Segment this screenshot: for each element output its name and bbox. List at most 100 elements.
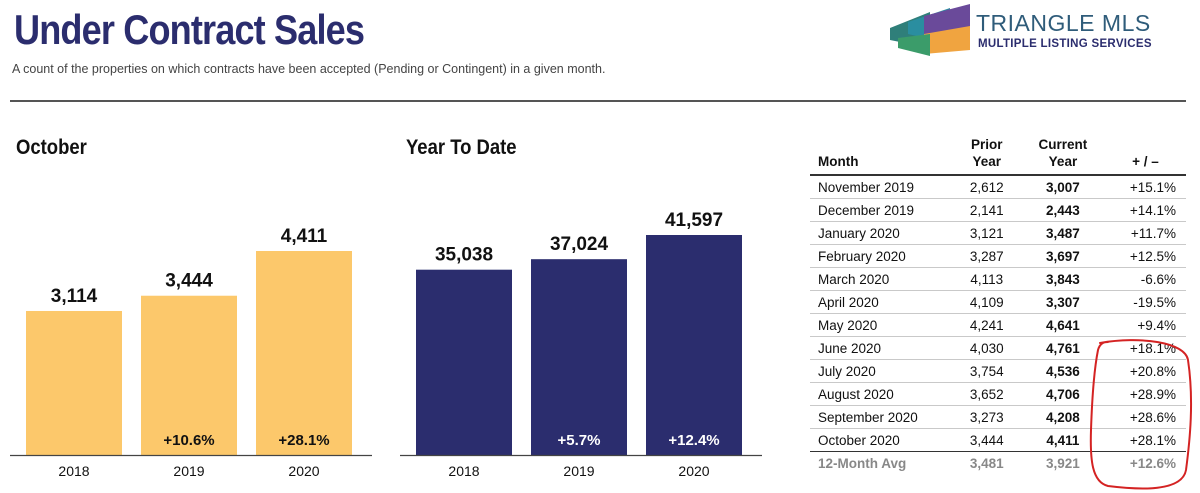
header-divider — [10, 100, 1186, 102]
october-bar-chart: 3,114 2018 3,444 +10.6% 2019 4,411 +28.1% 2020 — [10, 226, 372, 479]
ytd-tick-label: 2018 — [448, 463, 479, 479]
cell-current: 3,307 — [1020, 290, 1105, 314]
page-subtitle: A count of the properties on which contr… — [12, 62, 606, 76]
ytd-bar-chart: 35,038 2018 37,024 +5.7% 2019 41,597 +12.4% 202… — [400, 210, 762, 479]
october-value-label: 4,411 — [281, 226, 328, 247]
ytd-value-label: 41,597 — [665, 210, 723, 231]
ytd-tick-label: 2019 — [563, 463, 594, 479]
cell-current: 2,443 — [1020, 198, 1105, 222]
column-header-current: Current Year — [1038, 137, 1088, 169]
table-row: October 2020 3,444 4,411 +28.1% — [810, 428, 1186, 452]
cell-prior: 3,481 — [952, 451, 1021, 474]
cell-current: 4,536 — [1020, 359, 1105, 383]
cell-month: June 2020 — [810, 336, 953, 360]
triangle-mls-logo: TRIANGLE MLS MULTIPLE LISTING SERVICES — [890, 4, 1190, 62]
cell-current: 3,007 — [1020, 174, 1105, 199]
cell-month: 12-Month Avg — [810, 451, 953, 474]
logo-name: TRIANGLE MLS — [976, 10, 1151, 36]
cell-current: 3,487 — [1020, 221, 1105, 245]
october-bar-2018 — [26, 310, 122, 455]
table-row: May 2020 4,241 4,641 +9.4% — [810, 313, 1186, 337]
cell-prior: 4,109 — [952, 290, 1021, 314]
cell-prior: 4,241 — [952, 313, 1021, 337]
cell-current: 4,706 — [1020, 382, 1105, 406]
cell-prior: 2,141 — [952, 198, 1021, 222]
cell-change: +28.9% — [1104, 382, 1186, 406]
october-change-label: +10.6% — [163, 432, 214, 449]
summary-row: 12-Month Avg 3,481 3,921 +12.6% — [810, 451, 1186, 474]
cell-prior: 3,754 — [952, 359, 1021, 383]
cell-current: 4,641 — [1020, 313, 1105, 337]
column-header-month: Month — [818, 154, 859, 169]
ytd-chart-title: Year To Date — [406, 136, 517, 159]
cell-change: +18.1% — [1104, 336, 1186, 360]
table-row: August 2020 3,652 4,706 +28.9% — [810, 382, 1186, 406]
ytd-change-label: +5.7% — [558, 432, 601, 449]
table-row: February 2020 3,287 3,697 +12.5% — [810, 244, 1186, 268]
cell-current: 4,761 — [1020, 336, 1105, 360]
logo-mark-icon — [890, 4, 970, 56]
cell-prior: 3,273 — [952, 405, 1021, 429]
october-tick-label: 2019 — [173, 463, 204, 479]
october-tick-label: 2018 — [58, 463, 89, 479]
october-tick-label: 2020 — [288, 463, 319, 479]
cell-month: January 2020 — [810, 221, 953, 245]
table-row: July 2020 3,754 4,536 +20.8% — [810, 359, 1186, 383]
cell-change: +20.8% — [1104, 359, 1186, 383]
october-bar-2019 — [141, 295, 237, 455]
ytd-tick-label: 2020 — [678, 463, 709, 479]
table-row: December 2019 2,141 2,443 +14.1% — [810, 198, 1186, 222]
october-value-label: 3,444 — [165, 271, 213, 292]
cell-month: March 2020 — [810, 267, 953, 291]
cell-change: +14.1% — [1104, 198, 1186, 222]
october-change-label: +28.1% — [278, 432, 329, 449]
column-header-prior: Prior Year — [971, 137, 1003, 169]
ytd-bar-2018 — [416, 269, 512, 455]
cell-current: 3,697 — [1020, 244, 1105, 268]
cell-month: February 2020 — [810, 244, 953, 268]
ytd-value-label: 35,038 — [435, 245, 493, 266]
table-row: April 2020 4,109 3,307 -19.5% — [810, 290, 1186, 314]
ytd-change-label: +12.4% — [668, 432, 719, 449]
cell-current: 3,843 — [1020, 267, 1105, 291]
monthly-table: Month Prior Year Current Year + / – Novemb… — [810, 134, 1186, 474]
cell-change: +11.7% — [1104, 221, 1186, 245]
cell-change: +9.4% — [1104, 313, 1186, 337]
cell-month: November 2019 — [810, 174, 953, 199]
table-header-row: Month Prior Year Current Year + / – — [810, 134, 1186, 175]
cell-month: October 2020 — [810, 428, 953, 452]
ytd-bar-2020 — [646, 235, 742, 455]
october-chart-title: October — [16, 136, 87, 159]
cell-month: May 2020 — [810, 313, 953, 337]
table-row: September 2020 3,273 4,208 +28.6% — [810, 405, 1186, 429]
october-value-label: 3,114 — [51, 286, 98, 307]
logo-tagline: MULTIPLE LISTING SERVICES — [978, 38, 1152, 50]
column-header-change: + / – — [1132, 154, 1159, 169]
cell-change: +28.6% — [1104, 405, 1186, 429]
cell-current: 3,921 — [1020, 451, 1105, 474]
table-row: January 2020 3,121 3,487 +11.7% — [810, 221, 1186, 245]
october-bar-2020 — [256, 251, 352, 455]
table-row: June 2020 4,030 4,761 +18.1% — [810, 336, 1186, 360]
cell-prior: 3,652 — [952, 382, 1021, 406]
cell-month: September 2020 — [810, 405, 953, 429]
cell-change: +12.6% — [1104, 451, 1186, 474]
cell-change: -6.6% — [1104, 267, 1186, 291]
cell-prior: 4,030 — [952, 336, 1021, 360]
ytd-bar-2019 — [531, 259, 627, 455]
page-title: Under Contract Sales — [14, 6, 365, 53]
cell-month: December 2019 — [810, 198, 953, 222]
ytd-value-label: 37,024 — [550, 234, 609, 255]
cell-change: +28.1% — [1104, 428, 1186, 452]
cell-current: 4,411 — [1020, 428, 1105, 452]
cell-current: 4,208 — [1020, 405, 1105, 429]
cell-change: +12.5% — [1104, 244, 1186, 268]
cell-prior: 3,444 — [952, 428, 1021, 452]
cell-prior: 4,113 — [952, 267, 1021, 291]
cell-change: +15.1% — [1104, 174, 1186, 199]
table-row: November 2019 2,612 3,007 +15.1% — [810, 174, 1186, 199]
cell-prior: 3,121 — [952, 221, 1021, 245]
cell-change: -19.5% — [1104, 290, 1186, 314]
cell-prior: 3,287 — [952, 244, 1021, 268]
cell-prior: 2,612 — [952, 174, 1021, 199]
